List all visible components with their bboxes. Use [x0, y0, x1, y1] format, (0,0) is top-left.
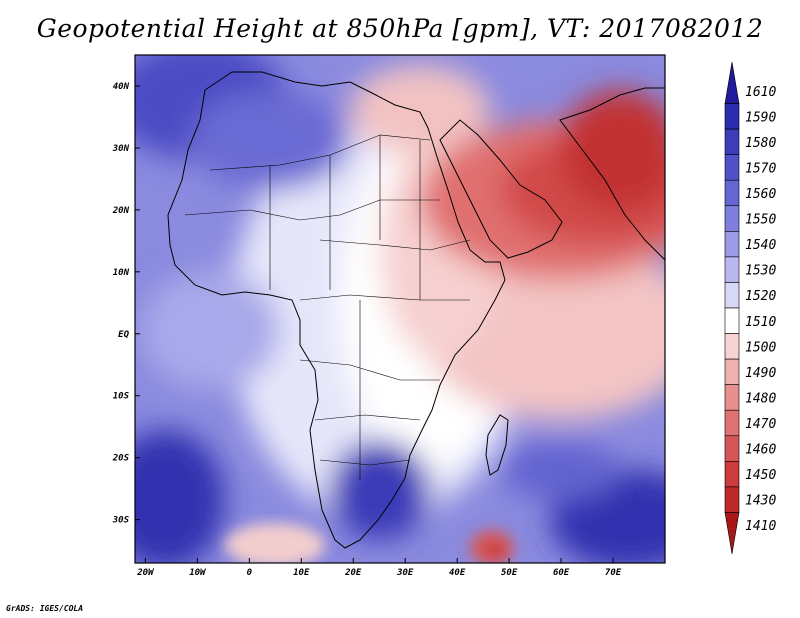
borders [184, 134, 471, 480]
colorbar-label: 1510 [745, 315, 776, 330]
colorbar-swatch [724, 333, 740, 360]
lat-tick-label: 20N [112, 206, 130, 216]
colorbar-label: 1500 [745, 340, 776, 355]
colorbar-label: 1610 [745, 85, 776, 100]
colorbar-label: 1520 [745, 289, 776, 304]
lon-tick-label: 30E [396, 568, 414, 578]
colorbar-label: 1590 [745, 110, 776, 125]
colorbar-swatch [724, 256, 740, 283]
colorbar-label: 1430 [745, 494, 776, 509]
colorbar-swatch [724, 461, 740, 488]
footer-credit: GrADS: IGES/COLA [6, 604, 84, 613]
map-frame [134, 54, 666, 564]
colorbar-swatch [724, 307, 740, 334]
lat-tick-label: 20S [112, 454, 130, 464]
lon-tick-label: 0 [247, 568, 253, 578]
colorbar-label: 1470 [745, 417, 776, 432]
lon-tick-label: 70E [605, 568, 622, 578]
lat-tick-label: 40N [113, 82, 130, 92]
colorbar-label: 1570 [745, 161, 776, 176]
colorbar-label: 1530 [745, 264, 776, 279]
colorbar-label: 1580 [745, 136, 776, 151]
colorbar-swatch [724, 128, 740, 155]
lon-tick-label: 60E [553, 568, 570, 578]
colorbar-label: 1490 [745, 366, 776, 381]
colorbar-label: 1460 [745, 443, 776, 458]
coastlines [167, 71, 665, 549]
lon-tick-label: 10E [293, 568, 310, 578]
colorbar-label: 1540 [745, 238, 776, 253]
colorbar-swatch [724, 205, 740, 232]
colorbar-label: 1560 [745, 187, 776, 202]
colorbar-swatch [724, 435, 740, 462]
colorbar-swatch [724, 409, 740, 437]
lat-tick-label: 30S [112, 516, 130, 526]
lon-tick-label: 20W [136, 568, 155, 578]
colorbar-swatch [724, 154, 740, 181]
colorbar-swatch [724, 358, 740, 385]
longitude-axis: 20W 10W 0 10E 20E 30E 40E 50E 60E 70E [136, 558, 622, 578]
lat-tick-label: EQ [118, 330, 129, 340]
colorbar-label: 1480 [745, 391, 776, 406]
colorbar: 1610 1590 1580 1570 1560 1550 1540 1530 1520 1510… [724, 61, 776, 555]
lat-tick-label: 30N [112, 144, 130, 154]
colorbar-swatch [724, 486, 740, 513]
colorbar-swatch [724, 231, 740, 258]
colorbar-swatch [724, 384, 740, 411]
colorbar-label: 1450 [745, 468, 776, 483]
lon-tick-label: 40E [449, 568, 466, 578]
colorbar-swatch [724, 61, 740, 104]
colorbar-label: 1550 [745, 213, 776, 228]
chart-title: Geopotential Height at 850hPa [gpm], VT:… [36, 14, 764, 43]
colorbar-swatch [724, 103, 740, 130]
colorbar-label: 1410 [745, 519, 776, 534]
lon-tick-label: 50E [501, 568, 518, 578]
lat-tick-label: 10N [113, 268, 130, 278]
lon-tick-label: 10W [189, 568, 207, 578]
lon-tick-label: 20E [344, 568, 362, 578]
lat-tick-label: 10S [113, 392, 130, 402]
colorbar-swatch [724, 512, 740, 555]
colorbar-swatch [724, 282, 740, 309]
latitude-axis: 40N 30N 20N 10N EQ 10S 20S 30S [112, 82, 140, 526]
height-field [135, 55, 665, 563]
colorbar-swatch [724, 179, 740, 207]
